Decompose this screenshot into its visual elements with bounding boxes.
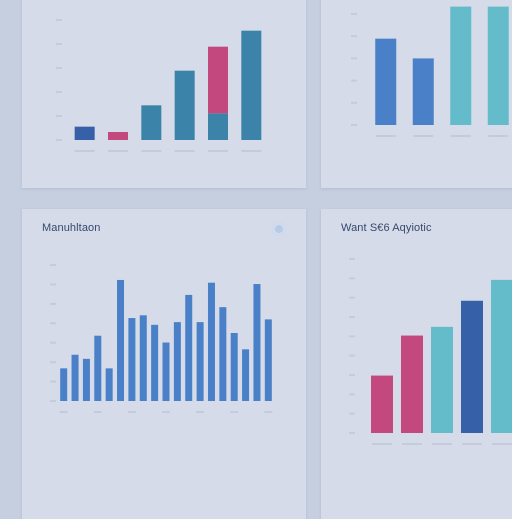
- y-tick-mark: [56, 115, 62, 117]
- y-tick-mark: [50, 283, 56, 286]
- bar: [431, 326, 453, 433]
- x-tick-mark: [402, 443, 422, 445]
- x-tick-mark: [462, 443, 482, 445]
- bar: [74, 126, 95, 140]
- chart-panel-top-right: [321, 0, 512, 188]
- bar: [491, 279, 512, 433]
- bar: [139, 315, 147, 401]
- x-tick-mark: [108, 150, 128, 152]
- bar: [208, 113, 228, 140]
- bar-stacked-segment: [208, 46, 228, 114]
- bar: [207, 282, 215, 401]
- x-tick-mark: [450, 135, 471, 137]
- y-tick-mark: [50, 380, 56, 383]
- chart-panel-bottom-right: Want S€6 Aqyiotic: [321, 209, 512, 519]
- bar-chart-growth: [56, 19, 262, 152]
- bar: [412, 58, 434, 125]
- bar: [264, 319, 272, 401]
- bar: [196, 322, 204, 401]
- bar: [162, 342, 170, 401]
- bar: [105, 368, 113, 401]
- y-tick-mark: [50, 302, 56, 305]
- y-tick-mark: [50, 341, 56, 344]
- y-tick-mark: [349, 354, 355, 357]
- y-tick-mark: [349, 296, 355, 299]
- y-tick-mark: [349, 277, 355, 280]
- y-tick-mark: [349, 432, 355, 434]
- x-tick-mark: [74, 150, 95, 152]
- y-tick-mark: [50, 361, 56, 364]
- bar: [461, 300, 483, 433]
- y-tick-mark: [349, 316, 355, 318]
- y-tick-mark: [50, 322, 56, 325]
- y-tick-mark: [351, 124, 357, 126]
- y-tick-mark: [56, 43, 62, 45]
- y-tick-mark: [351, 57, 357, 60]
- bar: [94, 335, 102, 401]
- bar: [253, 284, 261, 401]
- bar-chart-series: [50, 264, 273, 413]
- x-tick-mark: [372, 443, 392, 445]
- bar: [241, 30, 262, 140]
- bar: [401, 335, 423, 433]
- bar: [108, 132, 128, 140]
- x-tick-mark: [375, 135, 396, 137]
- x-tick-mark: [162, 411, 170, 413]
- y-tick-mark: [50, 400, 56, 402]
- x-tick-mark: [174, 150, 195, 152]
- y-tick-mark: [56, 19, 62, 21]
- y-tick-mark: [351, 101, 357, 104]
- bar-chart-analytics: [349, 258, 512, 445]
- bar: [141, 105, 162, 140]
- x-tick-mark: [241, 150, 262, 152]
- y-tick-mark: [56, 139, 62, 141]
- x-tick-mark: [230, 411, 239, 413]
- bar: [60, 368, 68, 401]
- bar: [230, 333, 238, 401]
- chart-panel-top-left: [22, 0, 306, 188]
- y-tick-mark: [349, 412, 355, 415]
- y-tick-mark: [349, 374, 355, 376]
- x-tick-mark: [492, 443, 512, 445]
- y-tick-mark: [50, 264, 56, 266]
- x-tick-mark: [127, 411, 136, 413]
- y-tick-mark: [349, 393, 355, 396]
- bar: [450, 6, 472, 126]
- x-tick-mark: [141, 150, 162, 152]
- x-tick-mark: [413, 135, 434, 137]
- bar: [371, 375, 393, 433]
- bar: [219, 307, 227, 401]
- bar: [173, 322, 181, 401]
- x-tick-mark: [93, 411, 102, 413]
- y-tick-mark: [56, 67, 62, 69]
- bar: [151, 324, 159, 401]
- panel-title: Want S€6 Aqyiotic: [341, 222, 432, 234]
- bar: [375, 38, 397, 125]
- bar: [487, 6, 509, 126]
- bar: [82, 358, 90, 401]
- x-tick-mark: [264, 411, 273, 413]
- chart-panel-bottom-left: Manuhltaon: [22, 209, 306, 519]
- bar: [128, 318, 136, 401]
- bar: [242, 349, 250, 401]
- x-tick-mark: [432, 443, 452, 445]
- panel-toggle-button[interactable]: [272, 222, 286, 236]
- y-tick-mark: [56, 91, 62, 93]
- x-tick-mark: [196, 411, 205, 413]
- panel-title: Manuhltaon: [42, 222, 101, 234]
- y-tick-mark: [351, 13, 357, 15]
- bar: [71, 354, 79, 401]
- bar-chart-comparison: [351, 6, 509, 137]
- bar: [117, 279, 125, 401]
- x-tick-mark: [59, 411, 68, 413]
- bar: [185, 294, 193, 401]
- y-tick-mark: [351, 35, 357, 38]
- y-tick-mark: [349, 258, 355, 260]
- x-tick-mark: [208, 150, 228, 152]
- bar: [174, 70, 195, 140]
- x-tick-mark: [488, 135, 509, 137]
- y-tick-mark: [351, 79, 357, 82]
- y-tick-mark: [349, 335, 355, 338]
